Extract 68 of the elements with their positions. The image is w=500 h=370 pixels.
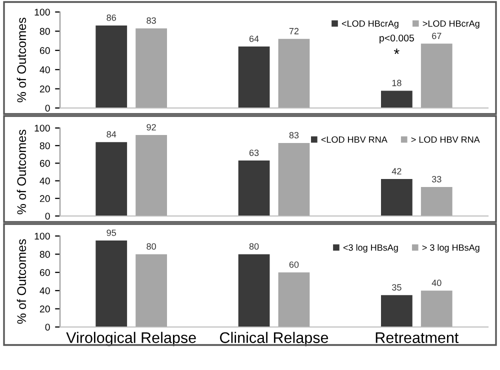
data-label: 64 xyxy=(249,36,259,42)
legend-label: <LOD HBcrAg xyxy=(342,20,398,29)
data-label: 80 xyxy=(146,243,156,250)
data-label: 63 xyxy=(249,150,259,156)
y-axis-title: % of Outcomes xyxy=(16,130,26,214)
bar xyxy=(238,160,270,216)
y-tick-label: 0 xyxy=(45,324,50,331)
y-tick-label: 100 xyxy=(34,232,50,240)
legend-label: > LOD HBV RNA xyxy=(411,136,480,143)
y-tick-label: 60 xyxy=(40,160,50,167)
data-label: 92 xyxy=(146,124,156,130)
legend-label: <3 log HBsAg xyxy=(343,244,398,253)
y-tick-label: 0 xyxy=(45,212,50,220)
y-tick-label: 100 xyxy=(34,124,50,132)
data-label: 83 xyxy=(146,17,156,24)
y-tick-label: 80 xyxy=(40,142,50,150)
y-tick-label: 20 xyxy=(40,195,50,202)
y-tick-label: 20 xyxy=(40,306,50,312)
data-label: 42 xyxy=(392,168,402,174)
y-tick-label: 0 xyxy=(45,104,50,112)
data-label: 86 xyxy=(106,14,116,21)
bar xyxy=(96,240,128,327)
data-label: 35 xyxy=(392,284,402,291)
bar xyxy=(420,44,452,108)
data-label: 40 xyxy=(432,280,442,286)
bar xyxy=(238,46,270,108)
y-tick-label: 40 xyxy=(40,287,50,294)
data-label: 83 xyxy=(289,132,299,138)
data-label: 84 xyxy=(106,131,116,138)
data-label: 95 xyxy=(106,230,116,236)
bar xyxy=(136,28,167,108)
bar xyxy=(278,272,310,327)
data-label: 33 xyxy=(432,176,442,182)
bar xyxy=(278,38,310,108)
y-tick-label: 20 xyxy=(40,86,50,92)
bar xyxy=(381,90,412,108)
y-tick-label: 80 xyxy=(40,250,50,258)
y-tick-label: 60 xyxy=(40,47,50,54)
y-tick-label: 80 xyxy=(40,28,50,35)
bar xyxy=(96,25,128,108)
bar xyxy=(238,254,270,327)
bar xyxy=(96,142,128,216)
bar xyxy=(381,295,412,327)
annotation: * xyxy=(394,48,400,54)
data-label: 80 xyxy=(249,243,259,250)
bar xyxy=(420,186,452,216)
bar xyxy=(136,254,167,327)
y-axis-title: % of Outcomes xyxy=(16,18,26,102)
legend-label: <LOD HBV RNA xyxy=(321,136,388,143)
bar xyxy=(420,290,452,327)
y-axis-title: % of Outcomes xyxy=(16,239,26,324)
x-tick-label: Retreatment xyxy=(376,332,459,344)
x-tick-label: Virological Relapse xyxy=(66,332,196,346)
data-label: 72 xyxy=(289,28,299,34)
data-label: 60 xyxy=(289,261,299,268)
bar xyxy=(278,142,310,216)
annotation: p<0.005 xyxy=(380,34,414,44)
bar xyxy=(136,135,167,216)
y-tick-label: 40 xyxy=(40,178,50,184)
y-tick-label: 60 xyxy=(40,269,50,276)
bar xyxy=(381,179,412,216)
data-label: 67 xyxy=(432,32,442,40)
data-label: 18 xyxy=(392,80,402,86)
legend-label: >LOD HBcrAg xyxy=(422,20,480,29)
x-tick-label: Clinical Relapse xyxy=(220,332,328,346)
y-tick-label: 40 xyxy=(40,66,50,74)
legend-label: > 3 log HBsAg xyxy=(422,244,480,253)
y-tick-label: 100 xyxy=(34,8,50,16)
